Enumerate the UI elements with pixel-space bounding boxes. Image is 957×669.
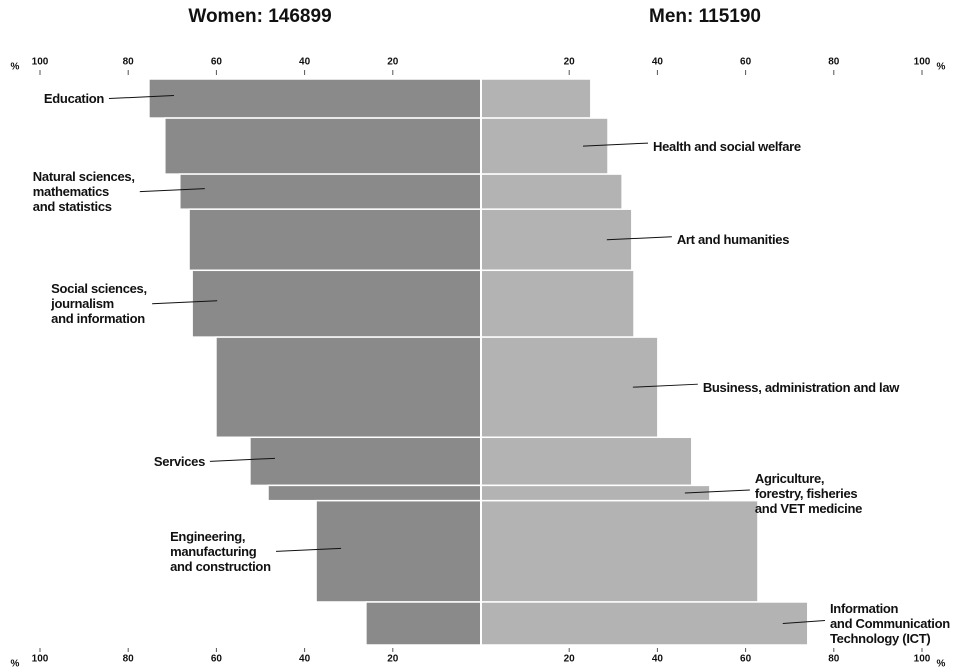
leader-line [782, 619, 826, 624]
category-label: Services [153, 453, 205, 469]
bar-men [480, 436, 693, 487]
category-label: Health and social welfare [653, 138, 801, 154]
x-tick-label: 20 [387, 653, 399, 665]
x-tick-label: 60 [210, 56, 222, 68]
x-tick-label: 60 [740, 653, 752, 665]
unit-label: % [10, 61, 20, 73]
x-tick-label: 60 [210, 653, 222, 665]
category-label: Education [43, 91, 105, 107]
leader-line [139, 188, 205, 193]
x-tick-label: 100 [913, 653, 931, 665]
x-tick-label: 40 [299, 56, 311, 68]
x-tick-label: 80 [828, 56, 840, 68]
leader-line [606, 236, 672, 241]
unit-label: % [936, 61, 946, 73]
series-title: Women: 146899 [188, 6, 332, 27]
x-tick-label: 60 [740, 56, 752, 68]
bar-men [480, 601, 809, 646]
x-tick-label: 100 [31, 653, 49, 665]
x-tick-label: 40 [299, 653, 311, 665]
bar-men [480, 484, 711, 502]
unit-label: % [936, 658, 946, 669]
category-label: Business, administration and law [702, 379, 900, 395]
x-tick-label: 20 [387, 56, 399, 68]
bar-women [249, 436, 482, 487]
category-label: Engineering, manufacturing and construct… [170, 528, 271, 574]
bar-men [480, 173, 623, 210]
bar-women [267, 484, 482, 502]
x-tick-label: 100 [31, 56, 49, 68]
bar-women [188, 208, 482, 272]
x-tick-label: 20 [563, 653, 575, 665]
category-label: Information and Communication Technology… [830, 600, 950, 646]
category-label: Social sciences, journalism and informat… [51, 281, 147, 327]
series-title: Men: 115190 [649, 6, 761, 27]
bar-women [365, 601, 482, 646]
leader-line [209, 457, 275, 462]
bar-men [480, 78, 592, 119]
category-label: Art and humanities [676, 232, 790, 248]
leader-line [108, 95, 174, 100]
bar-women [179, 173, 482, 210]
x-tick-label: 20 [563, 56, 575, 68]
bar-men [480, 208, 633, 272]
bar-women [191, 269, 482, 338]
bar-women [315, 499, 482, 603]
bar-women [215, 336, 482, 439]
x-tick-label: 40 [651, 56, 663, 68]
unit-label: % [10, 658, 20, 669]
bar-men [480, 336, 659, 439]
leader-line [632, 383, 698, 388]
leader-line [582, 142, 649, 147]
x-tick-label: 100 [913, 56, 931, 68]
leader-line [276, 547, 342, 552]
bar-men [480, 499, 759, 603]
category-label: Agriculture, forestry, fisheries and VET… [754, 470, 863, 516]
x-tick-label: 40 [651, 653, 663, 665]
bar-women [148, 78, 482, 119]
leader-line [152, 300, 218, 305]
bar-men [480, 269, 635, 338]
x-tick-label: 80 [122, 56, 134, 68]
category-label: Natural sciences, mathematics and statis… [32, 169, 135, 215]
x-tick-label: 80 [122, 653, 134, 665]
leader-line [684, 489, 750, 494]
bar-women [164, 117, 482, 175]
x-tick-label: 80 [828, 653, 840, 665]
